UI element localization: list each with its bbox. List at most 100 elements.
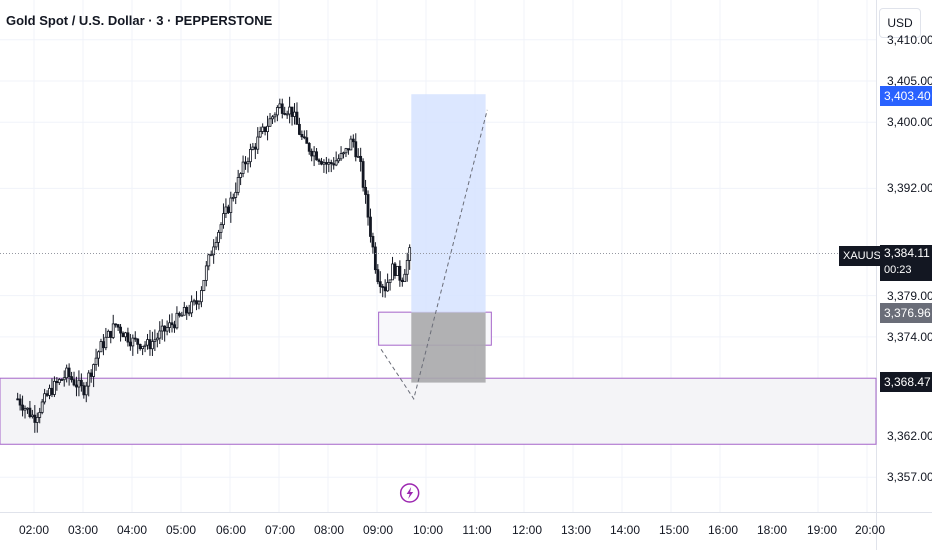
chart-title: Gold Spot / U.S. Dollar · 3 · PEPPERSTON… xyxy=(6,13,273,28)
candle-body xyxy=(288,106,292,115)
candle-body xyxy=(249,149,252,163)
candle-body xyxy=(366,194,370,218)
candle-body xyxy=(197,301,201,305)
candle-body xyxy=(173,324,176,329)
candle-body xyxy=(391,263,394,281)
candle-body xyxy=(219,224,223,233)
candle-body xyxy=(55,380,59,384)
candle-body xyxy=(300,134,304,138)
candle-body xyxy=(168,322,171,328)
candle-body xyxy=(111,323,115,338)
candle-body xyxy=(204,265,208,281)
candle-body xyxy=(141,345,145,350)
time-tick-label: 11:00 xyxy=(462,523,492,537)
candle-body xyxy=(133,337,137,340)
candle-body xyxy=(344,148,348,154)
target-price-badge: 3,403.40 xyxy=(880,86,932,106)
candle-body xyxy=(244,161,247,165)
candle-body xyxy=(128,341,132,347)
candle-body xyxy=(72,379,76,386)
candle-body xyxy=(160,325,164,332)
time-tick-label: 14:00 xyxy=(609,523,641,537)
candle-body xyxy=(310,150,314,157)
demand-zone-rect xyxy=(0,377,877,445)
candle-body xyxy=(278,103,282,108)
candle-body xyxy=(408,247,412,261)
time-tick-label: 02:00 xyxy=(18,523,50,537)
candle-body xyxy=(273,114,277,118)
stop-price-badge: 3,368.47 xyxy=(880,372,932,392)
candle-body xyxy=(332,163,336,166)
candle-body xyxy=(106,330,110,338)
candle-body xyxy=(33,414,37,423)
candle-body xyxy=(177,312,181,316)
candle-body xyxy=(383,286,387,292)
candle-body xyxy=(79,379,83,387)
candle-body xyxy=(26,407,29,410)
candle-body xyxy=(275,107,279,116)
candle-body xyxy=(121,332,125,338)
candle-body xyxy=(398,265,402,281)
candle-body xyxy=(271,116,274,120)
candle-body xyxy=(21,404,24,411)
price-tick-label: 3,362.00 xyxy=(887,429,932,443)
candle-body xyxy=(35,416,39,423)
candle-body xyxy=(239,173,243,178)
time-tick-label: 08:00 xyxy=(313,523,345,537)
candle-body xyxy=(400,279,404,283)
candle-body xyxy=(268,118,272,127)
candle-body xyxy=(251,146,255,150)
time-tick-label: 18:00 xyxy=(756,523,788,537)
lightning-icon xyxy=(399,483,420,503)
candle-body xyxy=(222,213,225,226)
candle-body xyxy=(75,384,78,388)
candle-body xyxy=(349,138,353,151)
candle-body xyxy=(371,236,375,248)
candle-body xyxy=(153,339,157,342)
time-tick-label: 15:00 xyxy=(658,523,690,537)
candle-body xyxy=(293,111,296,117)
time-tick-label: 10:00 xyxy=(412,523,444,537)
target-zone xyxy=(411,94,486,313)
price-tick-label: 3,357.00 xyxy=(887,470,932,485)
candle-body xyxy=(224,206,228,214)
candle-body xyxy=(317,159,321,162)
candle-body xyxy=(53,380,56,395)
candle-body xyxy=(403,273,407,283)
time-tick-label: 03:00 xyxy=(67,523,99,537)
time-tick-label: 16:00 xyxy=(707,523,739,537)
candle-body xyxy=(364,186,367,195)
candle-body xyxy=(229,197,233,213)
candle-body xyxy=(386,282,390,292)
candle-body xyxy=(158,330,162,339)
candle-body xyxy=(202,279,206,291)
candle-body xyxy=(283,113,287,115)
candle-body xyxy=(77,379,81,388)
candle-body xyxy=(312,151,316,157)
time-tick-label: 06:00 xyxy=(215,523,247,537)
candle-body xyxy=(356,155,360,158)
candle-body xyxy=(138,343,142,350)
candle-body xyxy=(236,177,240,193)
symbol-badge: XAUUSD xyxy=(839,246,893,266)
candle-body xyxy=(67,367,71,378)
candle-body xyxy=(163,325,167,332)
candle-body xyxy=(18,398,22,406)
candle-body xyxy=(155,337,159,341)
candle-body xyxy=(337,158,341,162)
candle-body xyxy=(89,372,93,377)
candle-body xyxy=(209,254,213,257)
candle-body xyxy=(104,336,108,349)
candle-body xyxy=(48,387,51,396)
currency-button[interactable]: USD xyxy=(879,8,921,38)
time-tick-label: 09:00 xyxy=(362,523,394,537)
candle-body xyxy=(28,407,32,417)
candle-body xyxy=(351,138,355,143)
candle-body xyxy=(376,269,380,283)
time-tick-label: 04:00 xyxy=(116,523,148,537)
candle-body xyxy=(347,148,350,151)
candle-body xyxy=(207,254,211,267)
candle-body xyxy=(256,136,260,150)
